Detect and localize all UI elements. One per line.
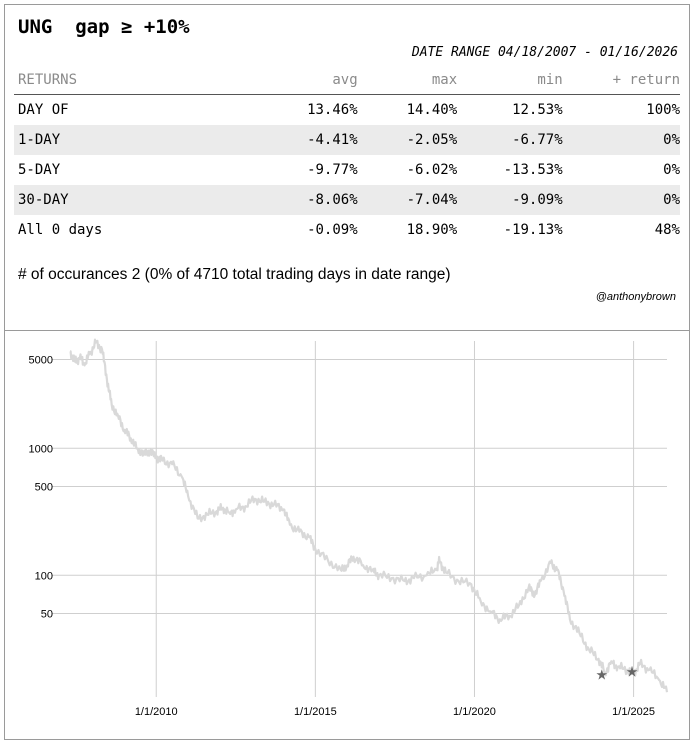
col-header-min: min (457, 66, 563, 95)
ticker-symbol: UNG (18, 16, 53, 38)
col-header-max: max (357, 66, 458, 95)
col-header-returns: RETURNS (14, 66, 187, 95)
min-cell: 12.53% (512, 102, 563, 118)
min-cell: -6.77% (457, 125, 563, 155)
date-range: DATE RANGE 04/18/2007 - 01/16/2026 (411, 45, 678, 60)
avg-cell: -8.06% (186, 185, 358, 215)
col-header-avg: avg (186, 66, 358, 95)
max-cell: -7.04% (357, 185, 458, 215)
returns-header-row: RETURNS avg max min + return (14, 66, 680, 95)
price-series-line (69, 338, 669, 693)
positive-return-cell: 48% (654, 222, 680, 238)
y-tick-label: 50 (41, 609, 53, 621)
gap-event-marker: ★ (595, 668, 608, 684)
y-tick-label: 500 (35, 482, 53, 494)
row-label: 5-DAY (18, 162, 61, 178)
y-tick-label: 5000 (29, 355, 53, 367)
positive-return-cell: 100% (646, 102, 680, 118)
row-label: All 0 days (18, 222, 103, 238)
gap-event-marker: ★ (626, 664, 639, 680)
y-tick-label: 1000 (29, 443, 53, 455)
table-row: All 0 days -0.09% 18.90% -19.13% 48% (14, 215, 680, 245)
section-divider (4, 330, 690, 331)
max-cell: 18.90% (406, 222, 458, 238)
x-tick-label: 1/1/2020 (453, 706, 496, 718)
row-label: 30-DAY (14, 185, 187, 215)
x-tick-label: 1/1/2025 (612, 706, 655, 718)
min-cell: -19.13% (503, 222, 563, 238)
positive-return-cell: 0% (562, 125, 680, 155)
avg-cell: -9.77% (307, 162, 358, 178)
returns-table: RETURNS avg max min + return DAY OF 13.4… (14, 66, 680, 245)
min-cell: -9.09% (457, 185, 563, 215)
avg-cell: -0.09% (307, 222, 358, 238)
col-header-positive-return: + return (562, 66, 680, 95)
max-cell: 14.40% (406, 102, 458, 118)
author-credit: @anthonybrown (595, 291, 676, 303)
table-row: 1-DAY -4.41% -2.05% -6.77% 0% (14, 125, 680, 155)
report-title: UNG gap ≥ +10% (18, 16, 190, 38)
min-cell: -13.53% (503, 162, 563, 178)
max-cell: -6.02% (406, 162, 458, 178)
y-tick-label: 100 (35, 570, 53, 582)
price-chart: 50 100 500 1000 5000 1/1/2010 1/1/2015 1/1/2020… (29, 338, 669, 718)
max-cell: -2.05% (357, 125, 458, 155)
x-tick-label: 1/1/2010 (135, 706, 178, 718)
positive-return-cell: 0% (562, 185, 680, 215)
avg-cell: -4.41% (186, 125, 358, 155)
row-label: DAY OF (18, 102, 69, 118)
table-row: DAY OF 13.46% 14.40% 12.53% 100% (14, 95, 680, 126)
table-row: 30-DAY -8.06% -7.04% -9.09% 0% (14, 185, 680, 215)
table-row: 5-DAY -9.77% -6.02% -13.53% 0% (14, 155, 680, 185)
gap-condition: gap ≥ +10% (75, 16, 190, 38)
x-tick-label: 1/1/2015 (294, 706, 337, 718)
occurrences-summary: # of occurances 2 (0% of 4710 total trad… (18, 266, 451, 283)
avg-cell: 13.46% (307, 102, 358, 118)
row-label: 1-DAY (14, 125, 187, 155)
positive-return-cell: 0% (663, 162, 680, 178)
